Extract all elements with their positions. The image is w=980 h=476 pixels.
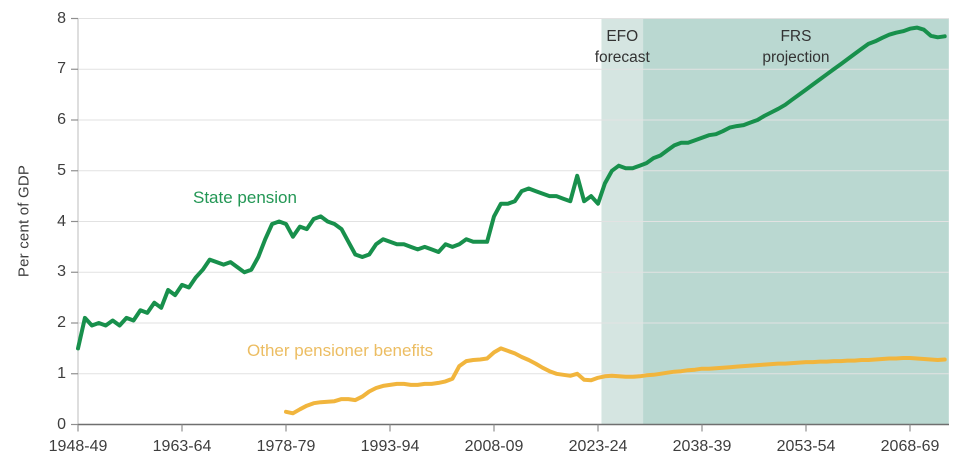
frs-projection-label-line1: FRS [780, 28, 812, 45]
x-tick-label-2053-54: 2053-54 [776, 438, 836, 455]
y-tick-label-7: 7 [57, 60, 66, 78]
x-tick-label-2068-69: 2068-69 [880, 438, 940, 455]
x-tick-label-2023-24: 2023-24 [568, 438, 628, 455]
frs-projection-label-line2: projection [762, 49, 830, 66]
y-tick-label-0: 0 [57, 415, 66, 433]
state-pension-line [76, 25, 947, 351]
x-tick-label-2008-09: 2008-09 [464, 438, 524, 455]
y-tick-label-8: 8 [57, 9, 66, 27]
efo-forecast-label-line2: forecast [594, 49, 650, 66]
y-tick-label-1: 1 [57, 364, 66, 382]
efo-forecast-label: EFO forecast [595, 26, 650, 68]
x-tick-label-1963-64: 1963-64 [152, 438, 212, 455]
y-tick-label-6: 6 [57, 111, 66, 128]
state-pension-series-label: State pension [193, 188, 297, 207]
x-tick-label-1978-79: 1978-79 [256, 438, 316, 455]
frs-projection-label: FRS projection [762, 26, 829, 68]
y-tick-label-5: 5 [57, 161, 66, 179]
x-tick-label-1948-49: 1948-49 [48, 438, 108, 455]
other-pensioner-benefits-line [284, 346, 947, 416]
other-pensioner-benefits-series-label: Other pensioner benefits [247, 341, 434, 360]
y-tick-label-2: 2 [57, 314, 66, 331]
y-tick-label-3: 3 [57, 263, 66, 281]
x-tick-label-2038-39: 2038-39 [672, 438, 732, 455]
x-tick-label-1993-94: 1993-94 [360, 438, 420, 455]
efo-forecast-label-line1: EFO [606, 28, 639, 45]
y-tick-label-4: 4 [57, 212, 66, 230]
